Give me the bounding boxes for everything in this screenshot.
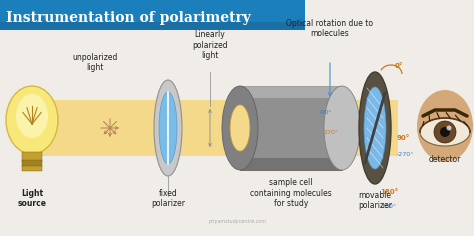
Text: Instrumentation of polarimetry: Instrumentation of polarimetry [6,11,251,25]
Ellipse shape [447,126,452,131]
FancyBboxPatch shape [22,152,42,162]
Ellipse shape [420,118,470,146]
Ellipse shape [154,80,182,176]
Text: priyamstudycentre.com: priyamstudycentre.com [208,219,266,224]
Ellipse shape [230,105,250,151]
Ellipse shape [159,92,177,164]
Text: detector: detector [429,155,461,164]
Text: 180°: 180° [380,189,398,195]
Text: -180°: -180° [380,203,397,208]
FancyBboxPatch shape [22,160,42,167]
Text: unpolarized
light: unpolarized light [73,53,118,72]
Ellipse shape [440,127,450,137]
FancyBboxPatch shape [0,0,305,30]
Text: sample cell
containing molecules
for study: sample cell containing molecules for stu… [250,178,332,208]
Ellipse shape [434,121,456,143]
Ellipse shape [16,94,48,138]
FancyBboxPatch shape [42,100,398,156]
FancyBboxPatch shape [22,166,42,171]
Ellipse shape [6,86,58,154]
Text: Linearly
polarized
light: Linearly polarized light [192,30,228,60]
Ellipse shape [359,72,391,184]
FancyBboxPatch shape [240,86,342,170]
Text: -90°: -90° [319,110,332,115]
Text: -270°: -270° [397,152,414,156]
Text: Optical rotation due to
molecules: Optical rotation due to molecules [286,19,374,38]
Text: fixed
polarizer: fixed polarizer [151,189,185,208]
Ellipse shape [222,86,258,170]
Text: movable
polarizer: movable polarizer [358,191,392,210]
FancyBboxPatch shape [240,86,342,98]
Text: 0°: 0° [395,63,403,69]
Ellipse shape [324,86,360,170]
Text: 90°: 90° [397,135,410,141]
FancyBboxPatch shape [240,158,342,170]
FancyBboxPatch shape [0,22,305,30]
Text: 270°: 270° [323,130,338,135]
Text: Light
source: Light source [18,189,46,208]
Ellipse shape [364,87,386,169]
Ellipse shape [417,90,473,162]
FancyBboxPatch shape [240,112,342,144]
